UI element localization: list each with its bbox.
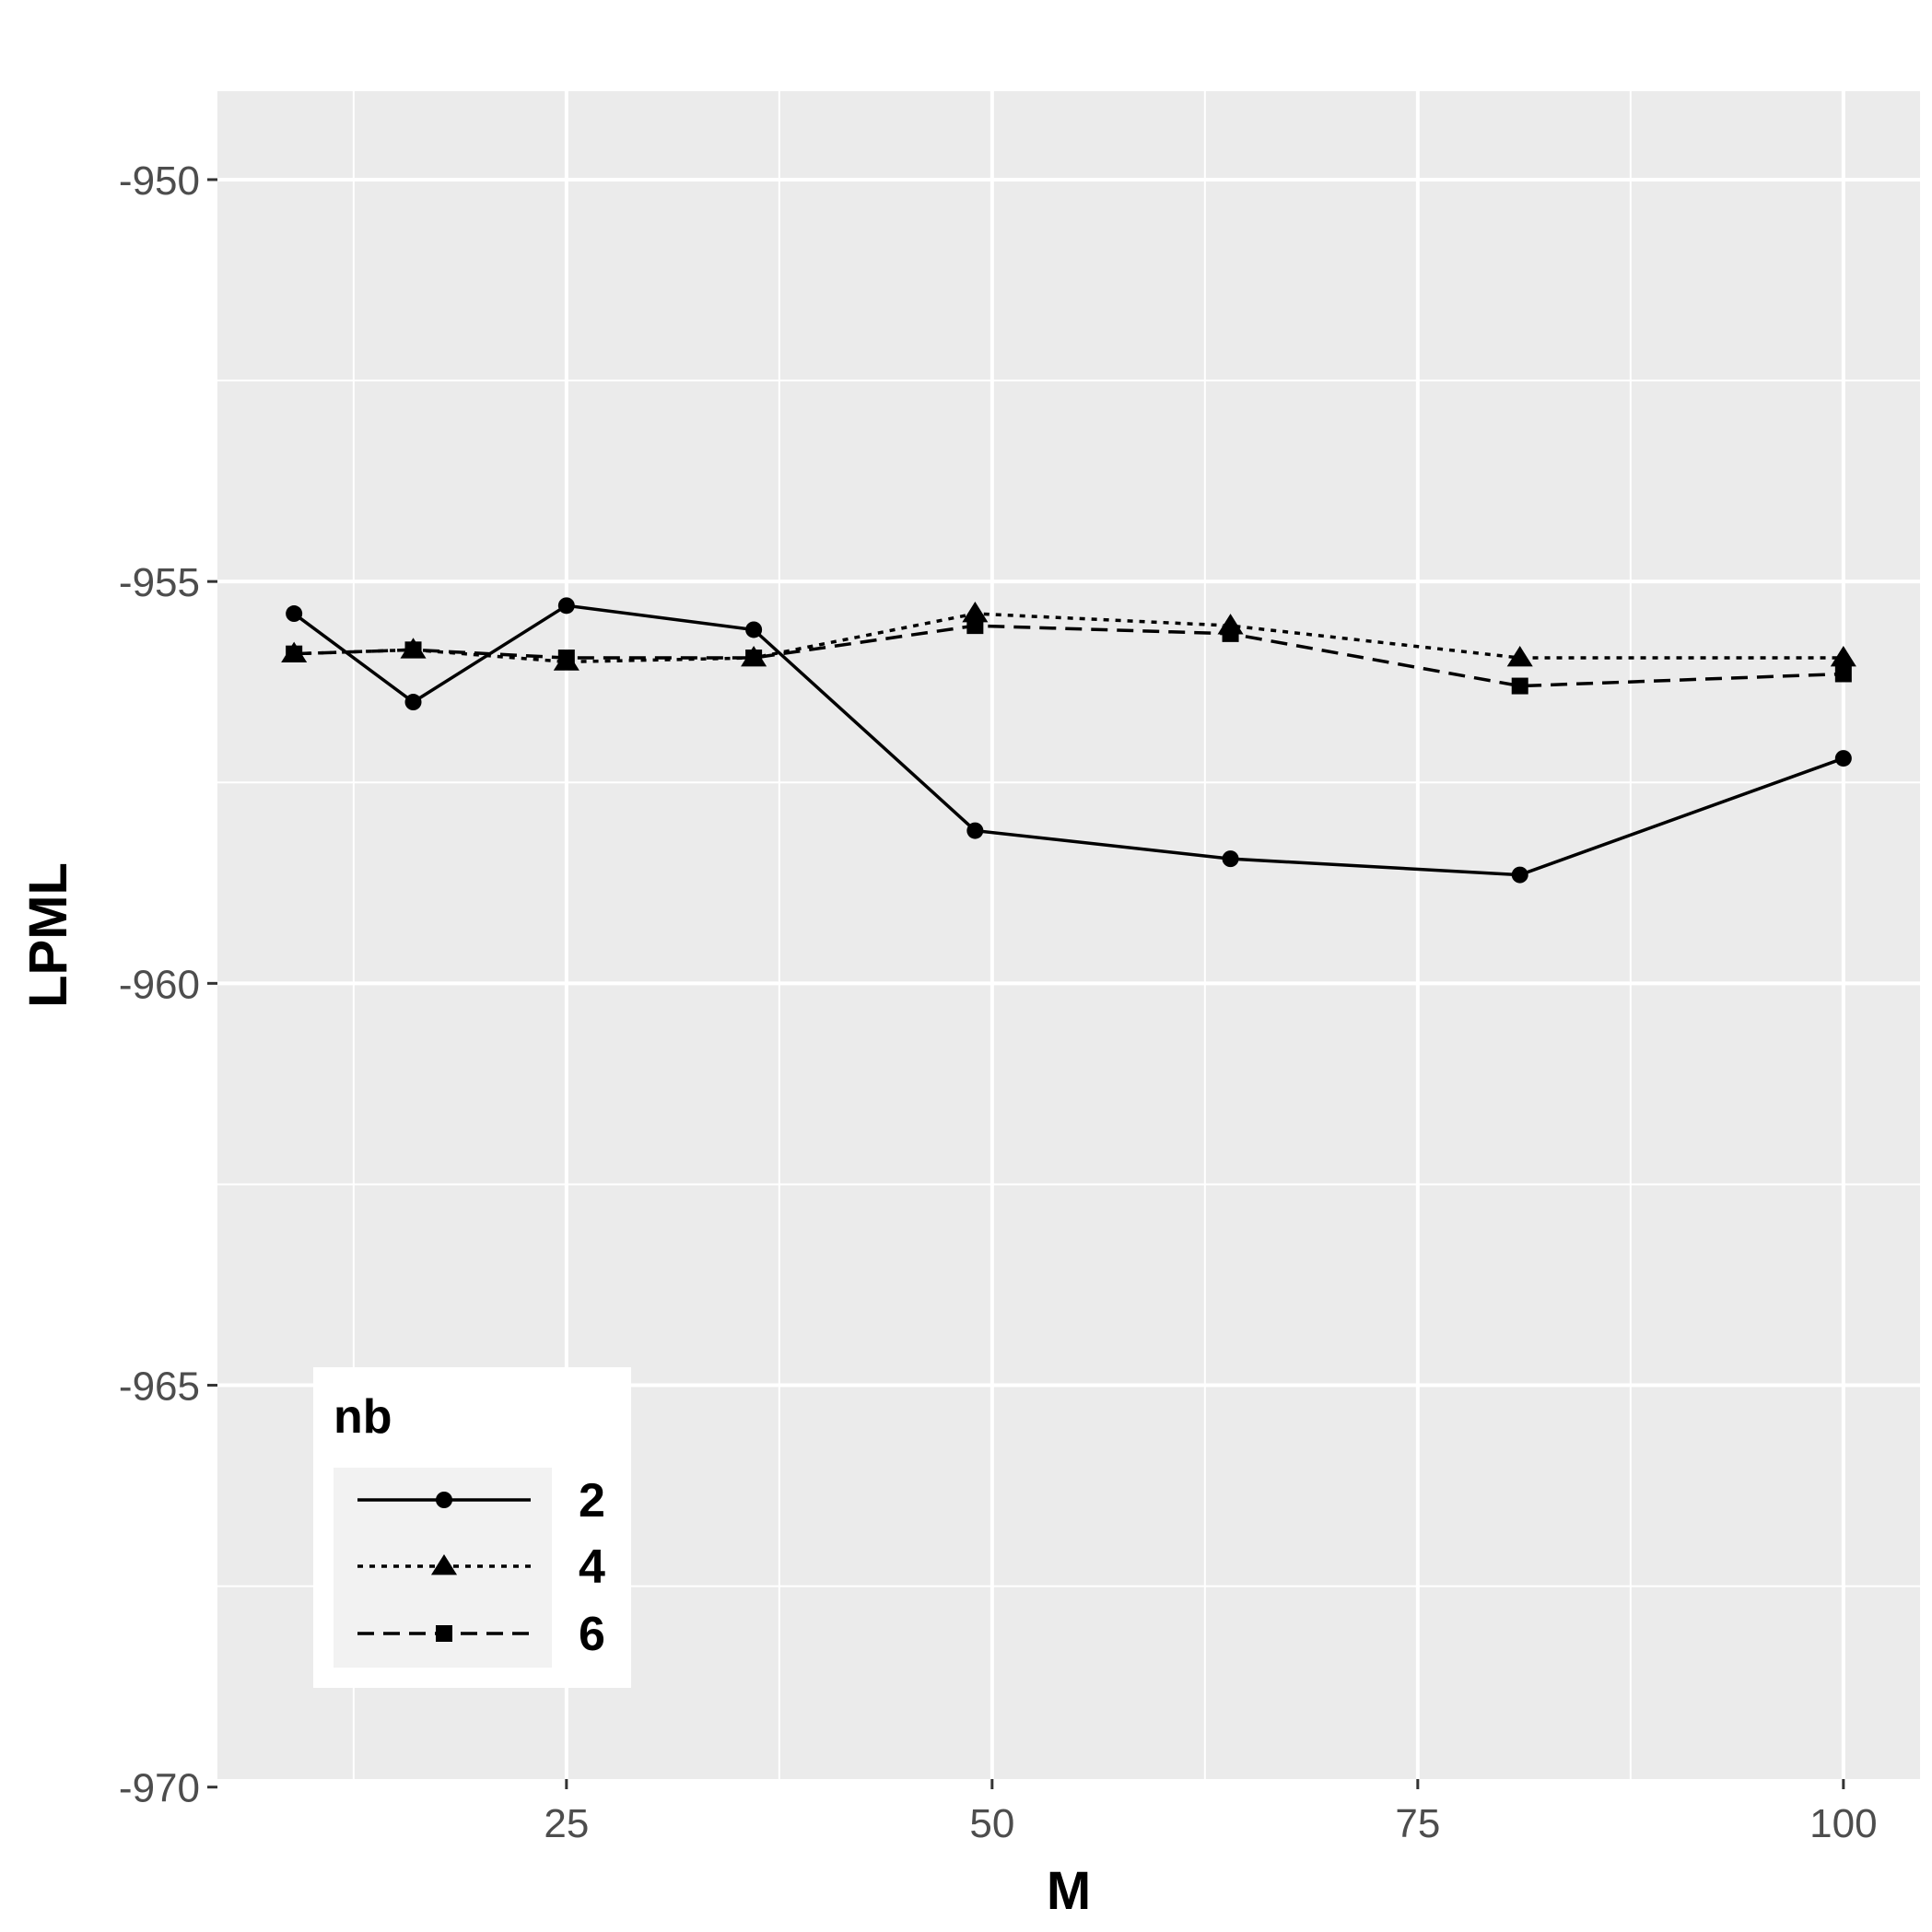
data-point-nb-4	[1506, 646, 1533, 667]
data-point-nb-2	[557, 597, 575, 615]
data-point-nb-6	[404, 641, 422, 659]
legend: nb 2 4 6	[313, 1367, 631, 1688]
data-point-nb-6	[745, 650, 763, 667]
legend-keys: 2 4 6	[357, 1474, 605, 1661]
data-point-nb-2	[1511, 866, 1528, 884]
legend-key-marker-6	[436, 1625, 452, 1642]
y-axis-ticks: -950 -955 -960 -965 -970	[119, 158, 217, 1811]
data-point-nb-2	[1222, 850, 1239, 868]
data-point-nb-6	[1511, 677, 1528, 695]
legend-label-2: 2	[579, 1474, 605, 1528]
y-tick-label: -955	[119, 560, 200, 605]
x-axis-title: M	[1047, 1861, 1091, 1921]
data-point-nb-2	[404, 694, 422, 711]
legend-label-6: 6	[579, 1608, 605, 1661]
y-tick-label: -960	[119, 962, 200, 1007]
data-point-nb-2	[966, 822, 984, 839]
legend-key-marker-4	[430, 1554, 458, 1575]
y-axis-title: LPML	[18, 862, 78, 1008]
data-point-nb-4	[1830, 646, 1856, 667]
x-tick-label: 75	[1395, 1801, 1440, 1846]
data-point-nb-6	[286, 645, 303, 662]
series-line-nb-2	[293, 603, 1844, 877]
legend-label-4: 4	[579, 1540, 605, 1594]
series-line-nb-6	[294, 624, 1844, 688]
y-tick-label: -950	[119, 158, 200, 204]
data-point-nb-2	[1834, 750, 1852, 767]
data-point-nb-6	[1222, 625, 1239, 642]
legend-title: nb	[334, 1390, 392, 1444]
data-point-nb-6	[1834, 665, 1852, 683]
data-point-nb-6	[557, 650, 575, 667]
minor-gridlines	[217, 91, 1920, 1779]
x-tick-label: 100	[1809, 1801, 1877, 1846]
x-tick-label: 50	[969, 1801, 1014, 1846]
data-point-nb-6	[966, 617, 984, 635]
y-tick-label: -965	[119, 1364, 200, 1410]
data-point-nb-4	[962, 602, 989, 623]
y-tick-label: -970	[119, 1766, 200, 1811]
data-point-nb-2	[745, 621, 763, 638]
x-axis-ticks: 25 50 75 100	[544, 1779, 1878, 1846]
series-layer	[281, 597, 1856, 884]
x-tick-label: 25	[544, 1801, 589, 1846]
data-point-nb-2	[286, 605, 303, 623]
legend-key-marker-2	[436, 1492, 452, 1508]
